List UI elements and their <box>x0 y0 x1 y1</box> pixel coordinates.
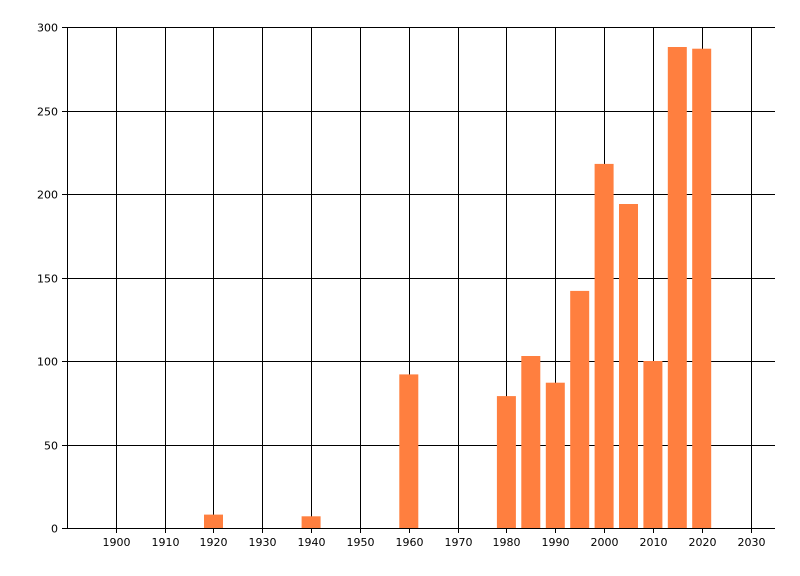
axes <box>67 27 775 529</box>
x-tick-label: 1920 <box>200 536 228 549</box>
x-tick-label: 1900 <box>103 536 131 549</box>
y-tick-label: 250 <box>37 106 58 119</box>
x-tick-label: 1930 <box>249 536 277 549</box>
y-tick-label: 0 <box>51 523 58 536</box>
y-tick-label: 100 <box>37 356 58 369</box>
bars <box>204 47 712 528</box>
y-tick-label: 50 <box>44 440 58 453</box>
bar-1980 <box>496 396 516 528</box>
x-tick-label: 1910 <box>152 536 180 549</box>
bar-2010 <box>643 361 663 528</box>
x-axis-ticks: 1900 1910 1920 1930 1940 1950 1960 1970 1980 1990… <box>103 528 766 549</box>
x-tick-label: 1990 <box>542 536 570 549</box>
bar-2015 <box>667 47 687 528</box>
y-tick-label: 300 <box>37 22 58 35</box>
x-tick-label: 1940 <box>298 536 326 549</box>
y-axis-ticks: 0 50 100 150 200 250 300 <box>37 22 67 536</box>
x-tick-label: 2030 <box>738 536 766 549</box>
x-tick-label: 1960 <box>396 536 424 549</box>
bar-1960 <box>399 374 419 528</box>
x-tick-label: 2000 <box>591 536 619 549</box>
bar-2005 <box>619 204 638 528</box>
x-tick-label: 2020 <box>689 536 717 549</box>
x-tick-label: 2010 <box>640 536 668 549</box>
y-tick-label: 150 <box>37 273 58 286</box>
x-tick-label: 1970 <box>445 536 473 549</box>
bar-2000 <box>594 163 614 528</box>
bar-1985 <box>521 356 541 528</box>
bar-1920 <box>204 514 223 528</box>
x-tick-label: 1950 <box>347 536 375 549</box>
bar-1940 <box>301 516 321 528</box>
y-tick-label: 200 <box>37 189 58 202</box>
bar-1995 <box>570 290 590 528</box>
x-tick-label: 1980 <box>493 536 521 549</box>
bar-2020 <box>692 48 712 528</box>
bar-1990 <box>545 382 565 528</box>
